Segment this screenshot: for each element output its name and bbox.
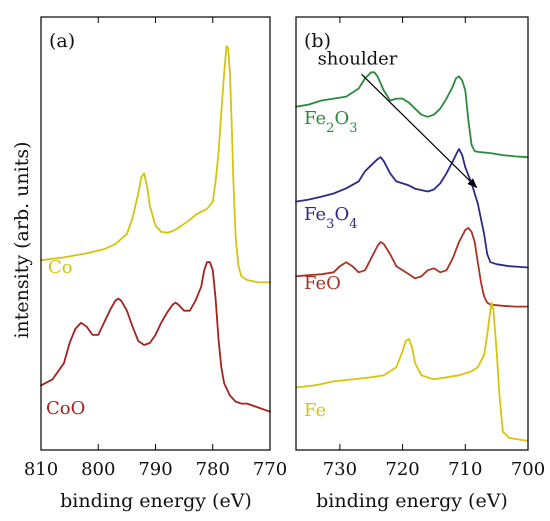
series-line-coo <box>40 261 271 413</box>
x-tick-label: 790 <box>138 459 172 480</box>
x-tick-label: 710 <box>448 459 482 480</box>
series-label-co: Co <box>48 257 73 278</box>
x-tick-label: 800 <box>81 459 115 480</box>
panel-b-series <box>295 71 529 442</box>
x-tick-label: 730 <box>323 459 357 480</box>
series-line-co <box>40 45 271 284</box>
series-label-feo: FeO <box>304 273 341 294</box>
x-tick-label: 780 <box>196 459 230 480</box>
series-line-fe <box>295 301 529 442</box>
x-tick-label: 720 <box>385 459 419 480</box>
annotation-arrow <box>361 73 478 189</box>
series-line-fe2o3 <box>295 71 529 159</box>
y-axis-title: intensity (arb. units) <box>11 141 33 338</box>
series-label-coo: CoO <box>46 398 85 419</box>
panel-a-series <box>40 45 271 413</box>
x-tick-label: 770 <box>253 459 287 480</box>
panel-a-label: (a) <box>49 30 75 52</box>
x-tick-label: 700 <box>511 459 545 480</box>
series-label-fe2o3: Fe2O3 <box>304 108 358 136</box>
x-tick-label: 810 <box>24 459 58 480</box>
panel-a: 810 800 790 780 770 (a) binding energy (eV) … <box>24 16 287 512</box>
panel-b-ticks: 730 720 710 700 <box>323 17 545 480</box>
panel-b-label: (b) <box>304 30 331 52</box>
series-line-feo <box>295 227 529 308</box>
series-line-fe3o4 <box>295 148 529 269</box>
series-label-fe: Fe <box>304 400 326 421</box>
annotation-label: shoulder <box>318 48 398 69</box>
shoulder-annotation: shoulder <box>318 48 478 189</box>
panel-a-x-axis-title: binding energy (eV) <box>60 490 252 512</box>
panel-b-frame <box>295 16 529 451</box>
panel-a-series-labels: Co CoO <box>46 257 85 419</box>
panel-b-x-axis-title: binding energy (eV) <box>316 490 508 512</box>
series-label-fe3o4: Fe3O4 <box>304 204 358 232</box>
panel-a-ticks: 810 800 790 780 770 <box>24 17 287 480</box>
panel-b: 730 720 710 700 (b) binding energy (eV) Fe2… <box>295 16 545 512</box>
